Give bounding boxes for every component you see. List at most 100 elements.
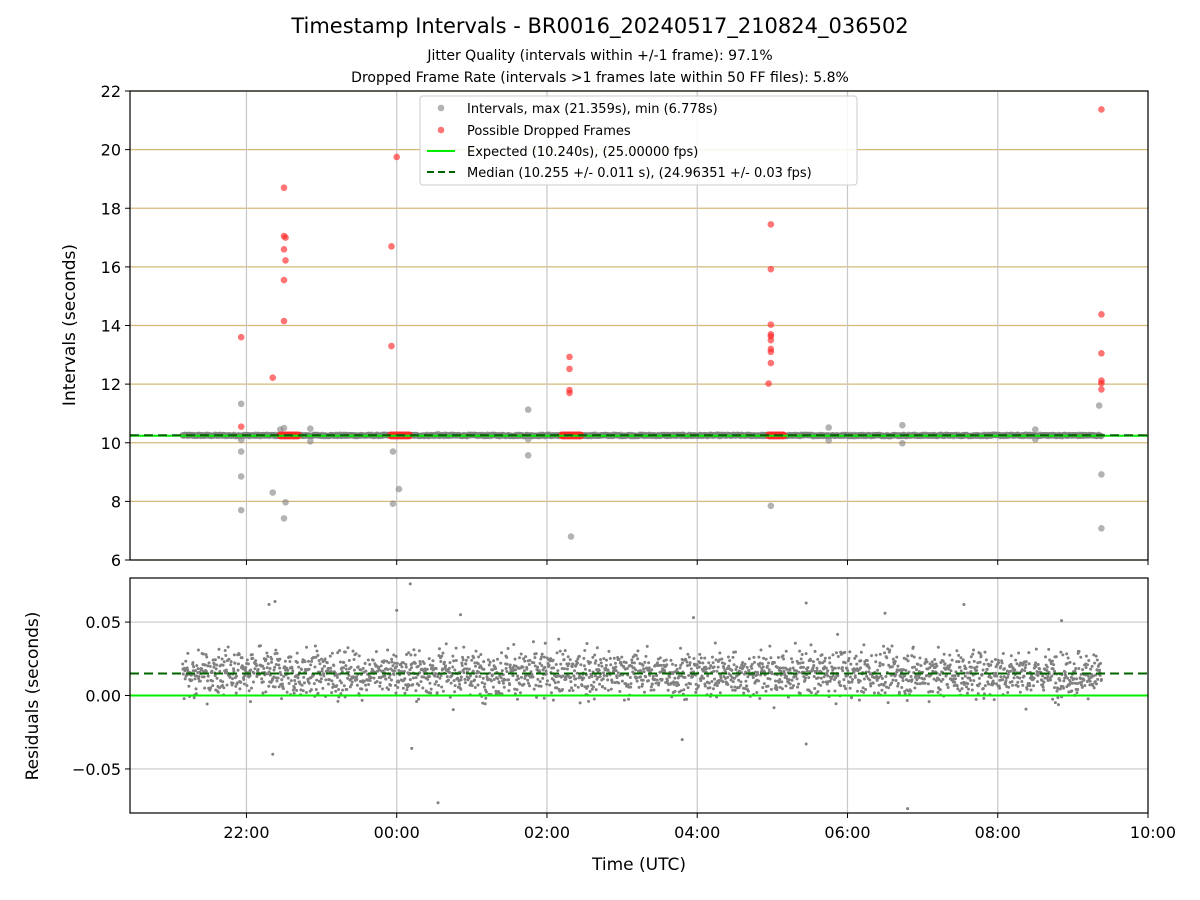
residual-point [352, 668, 356, 672]
residual-point [1056, 703, 1060, 707]
residual-point [425, 667, 429, 671]
residual-point [1069, 675, 1073, 679]
residual-point [223, 649, 227, 653]
residual-point [605, 674, 609, 678]
residual-point [1049, 678, 1053, 682]
residual-point [671, 680, 675, 684]
residual-point [887, 686, 891, 690]
residual-point [459, 678, 463, 682]
residual-point [673, 676, 677, 680]
residual-point [797, 670, 801, 674]
residual-point [280, 682, 284, 686]
residual-point [335, 673, 339, 677]
residual-point [639, 675, 643, 679]
residual-point [220, 684, 224, 688]
residual-point [746, 675, 750, 679]
residual-point [523, 659, 527, 663]
interval-point [524, 452, 532, 459]
residual-point [349, 683, 353, 687]
interval-point [269, 489, 277, 496]
residual-point [1006, 672, 1010, 676]
residual-point [287, 681, 291, 685]
residual-point [720, 661, 724, 665]
dropped-frame-point [767, 265, 775, 273]
residual-point [608, 656, 612, 660]
residual-point [404, 662, 408, 666]
residual-point [207, 661, 211, 665]
residual-point [1076, 687, 1080, 691]
residual-point [707, 661, 711, 665]
residual-point [949, 669, 953, 673]
residual-points [181, 582, 1103, 811]
residual-point [700, 674, 704, 678]
residual-point [505, 655, 509, 659]
residual-point [242, 682, 246, 686]
residual-point [751, 673, 755, 677]
residual-point [999, 665, 1003, 669]
residual-point [248, 700, 252, 704]
residual-point [1000, 661, 1004, 665]
residual-point [461, 655, 465, 659]
residual-point [1043, 655, 1047, 659]
residual-point [640, 682, 644, 686]
residual-point [433, 682, 437, 686]
residual-point [335, 675, 339, 679]
residual-point [519, 652, 523, 656]
residual-point [366, 678, 370, 682]
residual-point [975, 665, 979, 669]
residual-point [699, 656, 703, 660]
residual-point [274, 662, 278, 666]
residual-point [644, 654, 648, 658]
residual-point [194, 692, 198, 696]
residual-point [665, 663, 669, 667]
residual-point [670, 662, 674, 666]
residual-point [841, 669, 845, 673]
residual-point [515, 697, 519, 701]
residual-point [827, 689, 831, 693]
residual-point [410, 746, 414, 750]
residual-point [534, 683, 538, 687]
residual-point [939, 679, 943, 683]
interval-point [1098, 525, 1105, 532]
residual-point [689, 667, 693, 671]
residual-point [557, 637, 561, 641]
residual-point [251, 656, 255, 660]
residual-point [632, 661, 636, 665]
residual-point [220, 657, 224, 661]
residual-point [395, 661, 399, 665]
residual-point [408, 668, 412, 672]
residual-point [909, 689, 913, 693]
residual-point [891, 657, 895, 661]
residual-point [307, 681, 311, 685]
residual-point [379, 664, 383, 668]
residual-point [865, 658, 869, 662]
residual-point [906, 659, 910, 663]
residual-point [528, 684, 532, 688]
residual-point [264, 690, 268, 694]
residual-point [528, 658, 532, 662]
residual-point [967, 660, 971, 664]
residual-point [978, 660, 982, 664]
residual-point [227, 657, 231, 661]
residual-point [428, 681, 432, 685]
residual-point [391, 664, 395, 668]
residual-point [516, 677, 520, 681]
residual-point [880, 688, 884, 692]
residual-point [230, 677, 234, 681]
residual-point [1094, 654, 1098, 658]
residual-point [644, 675, 648, 679]
residual-point [419, 680, 423, 684]
residual-point [739, 680, 743, 684]
residual-point [953, 680, 957, 684]
residual-point [414, 689, 418, 693]
residual-point [843, 650, 847, 654]
residual-point [338, 660, 342, 664]
residual-point [840, 665, 844, 669]
residual-point [286, 676, 290, 680]
residual-point [915, 668, 919, 672]
dropped-frame-point [280, 317, 288, 325]
residual-point [351, 649, 355, 653]
residual-point [825, 682, 829, 686]
residual-point [938, 688, 942, 692]
residual-point [408, 678, 412, 682]
